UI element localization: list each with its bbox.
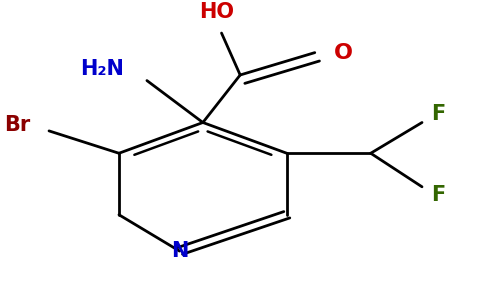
Text: O: O (333, 43, 352, 63)
Text: N: N (171, 241, 188, 261)
Text: Br: Br (4, 115, 30, 135)
Text: F: F (431, 185, 446, 205)
Text: H₂N: H₂N (80, 59, 123, 80)
Text: HO: HO (199, 2, 234, 22)
Text: F: F (431, 104, 446, 124)
